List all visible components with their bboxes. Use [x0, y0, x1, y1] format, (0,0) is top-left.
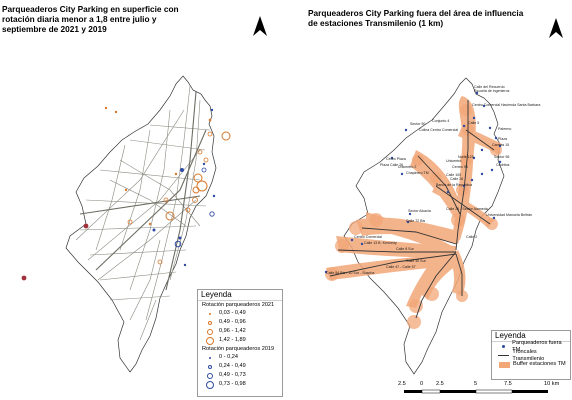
place-label: Unicentro 2	[398, 165, 416, 169]
place-label: Carrera 15	[492, 143, 509, 147]
scale-label: 5	[474, 381, 478, 387]
scale-label: 2.5	[436, 381, 444, 387]
right-map-panel: Parqueaderos City Parking fuera del área…	[286, 0, 572, 400]
right-map-title: Parqueaderos City Parking fuera del área…	[308, 8, 524, 28]
place-label: Calle 72 Bis	[406, 219, 425, 223]
point-symbol-icon	[502, 345, 506, 348]
place-label: Cedritos	[496, 163, 510, 167]
legend-circle-icon	[208, 320, 212, 325]
legend-item-buffer: Buffer estaciones TM	[492, 360, 570, 369]
place-label: Calle 8 Sur	[396, 247, 415, 251]
right-north-arrow-icon	[549, 18, 563, 38]
place-label: Plaza Calle 26	[380, 163, 403, 167]
place-label: Centro 93	[452, 165, 468, 169]
place-label: Centro Comercial Hacienda Santa Barbara	[472, 103, 540, 107]
place-label: Calle 13 B. Kennedy	[364, 241, 397, 245]
legend-2019-title: Rotación parqueaderos 2019	[202, 346, 275, 352]
legend-2021-item: 0,96 - 1,42	[198, 327, 282, 336]
place-label: Calle 2	[466, 235, 477, 239]
place-label: Unicentro	[446, 159, 461, 163]
place-label: Plaza	[498, 137, 507, 141]
place-label: Calle 40 Sur	[406, 259, 427, 263]
legend-2021-item: 0,49 - 0,96	[198, 318, 282, 327]
legend-circle-icon	[209, 312, 211, 315]
place-label: Calle del Recuerdo	[474, 85, 505, 89]
place-label: Sector Alcacia	[408, 209, 431, 213]
scale-label: 2.5	[398, 381, 406, 387]
place-label: Calle 26	[450, 177, 463, 181]
right-legend-heading: Leyenda	[492, 331, 570, 342]
legend-circle-icon	[206, 380, 214, 389]
legend-2021-title: Rotación parqueaderos 2021	[202, 302, 275, 308]
left-map-canvas[interactable]	[0, 0, 286, 400]
right-place-labels: Calle del Recuerdo Escuela de ingenieros…	[326, 85, 540, 275]
left-map-panel: Parqueaderos City Parking en superficie …	[0, 0, 286, 400]
scale-label: 10 km	[544, 381, 560, 387]
place-label: Calle 100	[446, 173, 461, 177]
right-scale-bar	[404, 389, 548, 394]
right-map-canvas[interactable]: Calle del Recuerdo Escuela de ingenieros…	[286, 0, 572, 400]
right-transmilenio-trunk-lines	[329, 100, 495, 319]
place-label: Palermo	[498, 127, 511, 131]
right-map-legend: Leyenda Parqueaderos fuera TM Troncales …	[491, 330, 571, 380]
place-label: Escuela de ingenieros	[474, 89, 510, 93]
left-north-arrow-icon	[253, 16, 267, 36]
place-label: Calle 26 - Sector Alameda	[446, 207, 488, 211]
legend-2019-item: 0,73 - 0,98	[198, 380, 282, 389]
legend-circle-icon	[207, 328, 213, 335]
line-symbol-icon	[498, 355, 510, 356]
legend-2019-item: 0,49 - 0,73	[198, 371, 282, 380]
place-label: Sector 98	[494, 155, 509, 159]
place-label: Universidad Manuela Beltrán	[486, 213, 532, 217]
place-label: Centro Comercial	[354, 235, 382, 239]
left-parking-points	[21, 106, 231, 281]
left-map-title: Parqueaderos City Parking en superficie …	[2, 4, 179, 34]
legend-item-points: Parqueaderos fuera TM	[492, 340, 570, 353]
left-map-legend: Leyenda Rotación parqueaderos 2021 0,03 …	[197, 289, 283, 397]
legend-circle-icon	[209, 356, 211, 359]
place-label: Banco de la Republica	[436, 183, 472, 187]
fill-symbol-icon	[498, 361, 510, 368]
legend-item-lines: Troncales Transmilenio	[492, 349, 570, 362]
place-label: Chapinero TM	[406, 171, 429, 175]
place-label: Calle 5	[468, 121, 479, 125]
left-city-outline	[65, 75, 217, 373]
left-main-roads	[79, 91, 207, 291]
place-label: Calle 54 Bis - 10 Sur - Soacha	[326, 271, 374, 275]
place-label: Calle 47 - Calle 57	[386, 265, 416, 269]
legend-2019-item: 0 - 0,24	[198, 353, 282, 362]
legend-circle-icon	[207, 372, 213, 379]
legend-2021-item: 1,42 - 1,89	[198, 336, 282, 345]
place-label: Norte 125	[458, 155, 474, 159]
place-label: Conjunto 4	[432, 119, 449, 123]
legend-2021-item: 0,03 - 0,49	[198, 309, 282, 318]
legend-circle-icon	[208, 364, 212, 369]
left-street-network	[75, 85, 211, 341]
scale-label: 7.5	[504, 381, 512, 387]
place-label: Sector 90	[410, 122, 425, 126]
left-legend-heading: Leyenda	[198, 290, 282, 301]
place-label: Cedro Plaza	[386, 157, 406, 161]
legend-2019-item: 0,24 - 0,49	[198, 362, 282, 371]
legend-circle-icon	[206, 336, 214, 345]
scale-label: 0	[420, 381, 424, 387]
right-parking-points	[324, 91, 502, 274]
place-label: Colina Centro Comercial	[419, 128, 458, 132]
